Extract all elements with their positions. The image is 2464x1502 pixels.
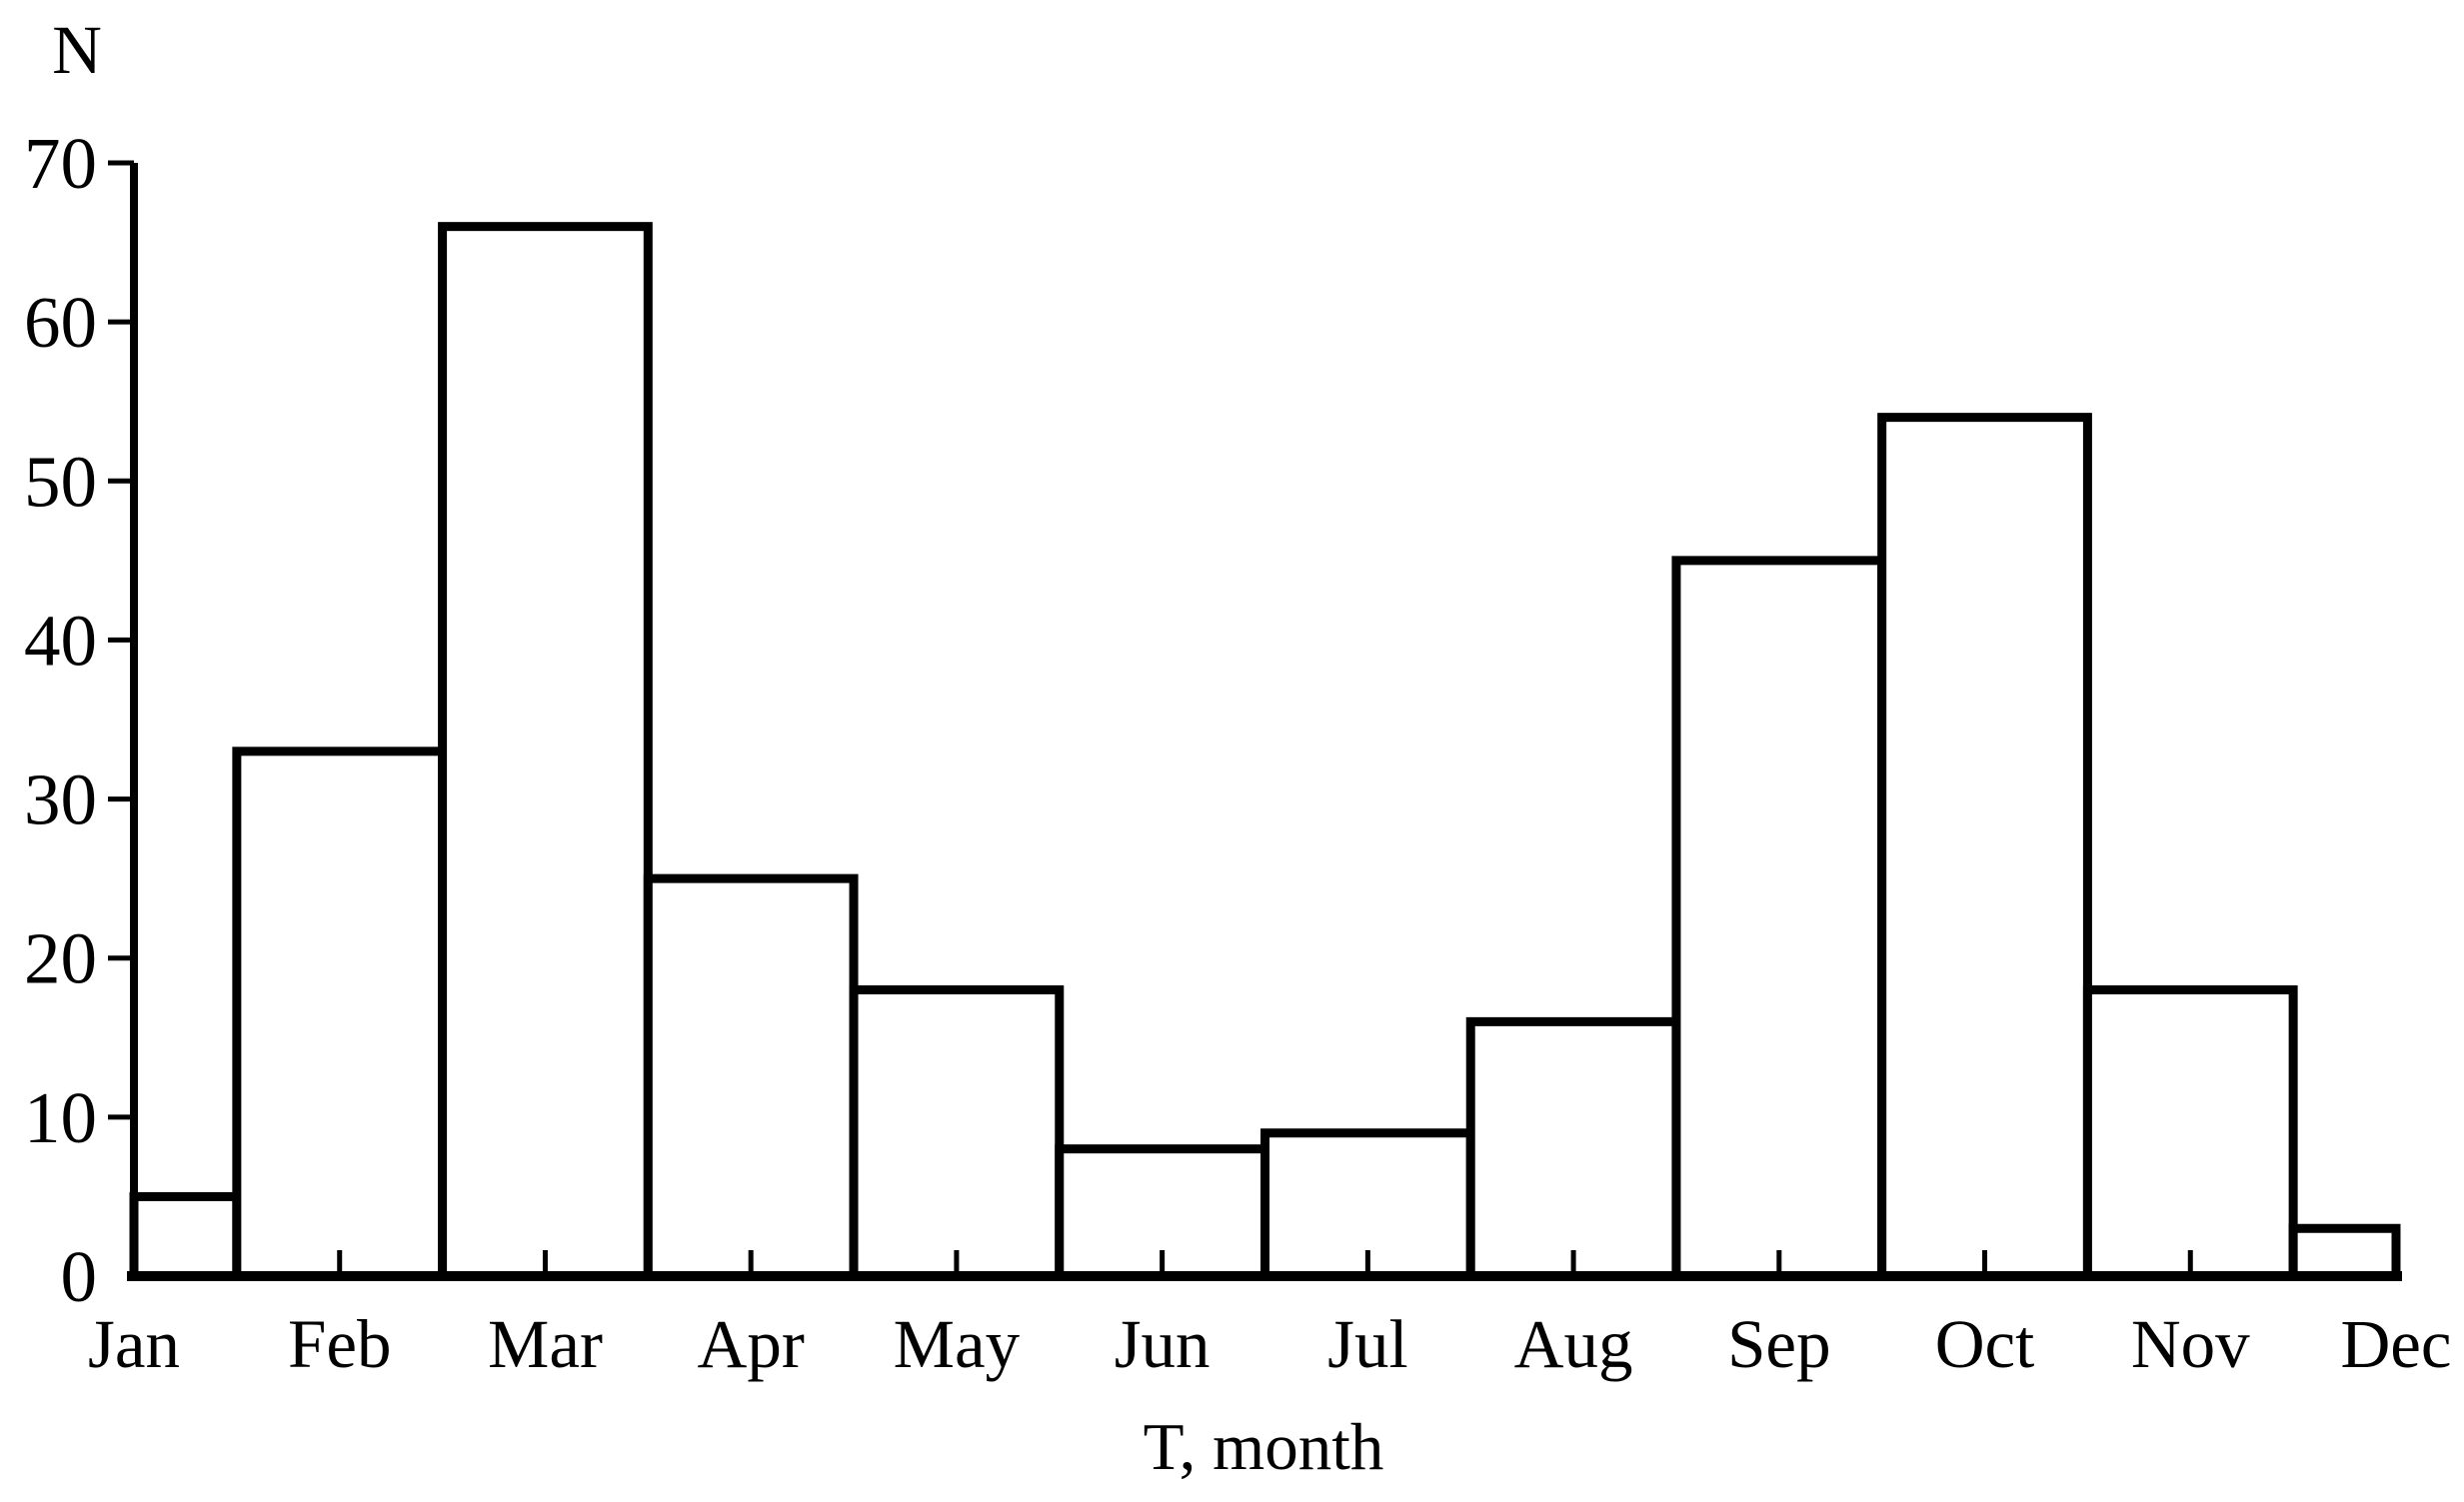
bar-feb: [232, 747, 448, 1281]
x-tick-label-sep: Sep: [1727, 1306, 1831, 1382]
x-axis-title: T, month: [1144, 1410, 1384, 1484]
x-tick-label-aug: Aug: [1514, 1306, 1633, 1382]
y-axis-title: N: [52, 12, 102, 88]
x-tick-label-may: May: [894, 1306, 1021, 1382]
bar-sep: [1671, 556, 1887, 1281]
y-tick-label: 50: [24, 441, 97, 522]
x-tick-label-mar: Mar: [488, 1306, 603, 1382]
bar-aug: [1465, 1016, 1681, 1281]
y-tick-label: 70: [24, 123, 97, 204]
x-tick-label-nov: Nov: [2131, 1306, 2250, 1382]
x-tick-label-feb: Feb: [288, 1306, 392, 1382]
y-tick-label: 40: [24, 600, 97, 681]
bar-nov: [2082, 985, 2298, 1281]
bar-oct: [1877, 413, 2092, 1281]
bar-jan: [129, 1191, 242, 1281]
x-tick-label-jun: Jun: [1115, 1306, 1211, 1382]
bar-mar: [438, 222, 653, 1281]
y-tick-label: 20: [24, 918, 97, 999]
x-tick-label-jul: Jul: [1327, 1306, 1408, 1382]
bar-dec: [2288, 1223, 2401, 1281]
y-tick-label: 10: [24, 1077, 97, 1158]
chart-layer: 0 10 20 30 40 50 60 70 Jan Feb Mar Apr May Jun Jul Aug S…: [24, 123, 2452, 1382]
bar-apr: [643, 873, 859, 1281]
x-tick-label-oct: Oct: [1935, 1306, 2035, 1382]
y-tick-label: 0: [61, 1236, 98, 1317]
bar-may: [849, 985, 1065, 1281]
x-tick-label-dec: Dec: [2340, 1306, 2451, 1382]
y-tick-label: 60: [24, 282, 97, 363]
x-tick-label-apr: Apr: [698, 1306, 805, 1382]
x-tick-label-jan: Jan: [88, 1306, 180, 1382]
y-tick-label: 30: [24, 759, 97, 840]
